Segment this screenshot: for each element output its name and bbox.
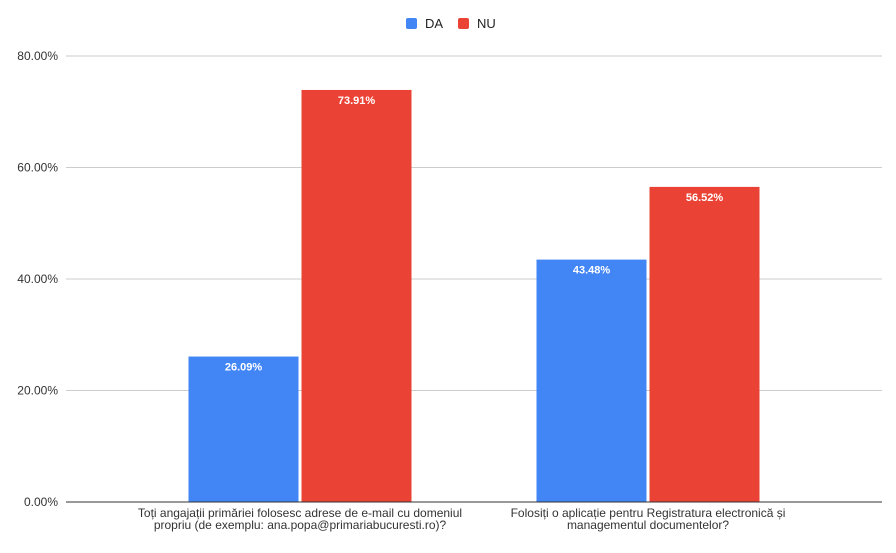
chart-gridlines xyxy=(66,55,882,391)
bar-da-2 xyxy=(536,259,647,502)
y-tick-label: 80.00% xyxy=(17,49,58,63)
data-label: 26.09% xyxy=(225,362,263,374)
y-tick-label: 20.00% xyxy=(17,384,58,398)
data-label: 73.91% xyxy=(338,95,376,107)
bar-nu-2 xyxy=(649,186,760,502)
legend-swatch-nu xyxy=(458,18,469,29)
bar-da-1 xyxy=(188,356,299,502)
legend-label-nu: NU xyxy=(477,16,496,31)
x-tick-label: propriu (de exemplu: ana.popa@primariabu… xyxy=(154,518,447,532)
legend-label-da: DA xyxy=(425,16,443,31)
chart-bars: 26.09% 73.91% 43.48% 56.52% xyxy=(188,89,760,502)
x-axis: Toți angajații primăriei folosesc adrese… xyxy=(66,501,882,532)
y-axis: 0.00% 20.00% 40.00% 60.00% 80.00% xyxy=(17,49,58,509)
y-tick-label: 60.00% xyxy=(17,161,58,175)
x-tick-label: managementul documentelor? xyxy=(567,518,729,532)
legend-swatch-da xyxy=(406,18,417,29)
y-tick-label: 40.00% xyxy=(17,272,58,286)
x-tick-label: Toți angajații primăriei folosesc adrese… xyxy=(138,506,462,520)
data-label: 56.52% xyxy=(686,192,724,204)
x-tick-label: Folosiți o aplicație pentru Registratura… xyxy=(511,506,786,520)
data-label: 43.48% xyxy=(573,265,611,277)
y-tick-label: 0.00% xyxy=(24,495,58,509)
chart-legend: DA NU xyxy=(406,16,496,31)
bar-nu-1 xyxy=(301,89,412,502)
